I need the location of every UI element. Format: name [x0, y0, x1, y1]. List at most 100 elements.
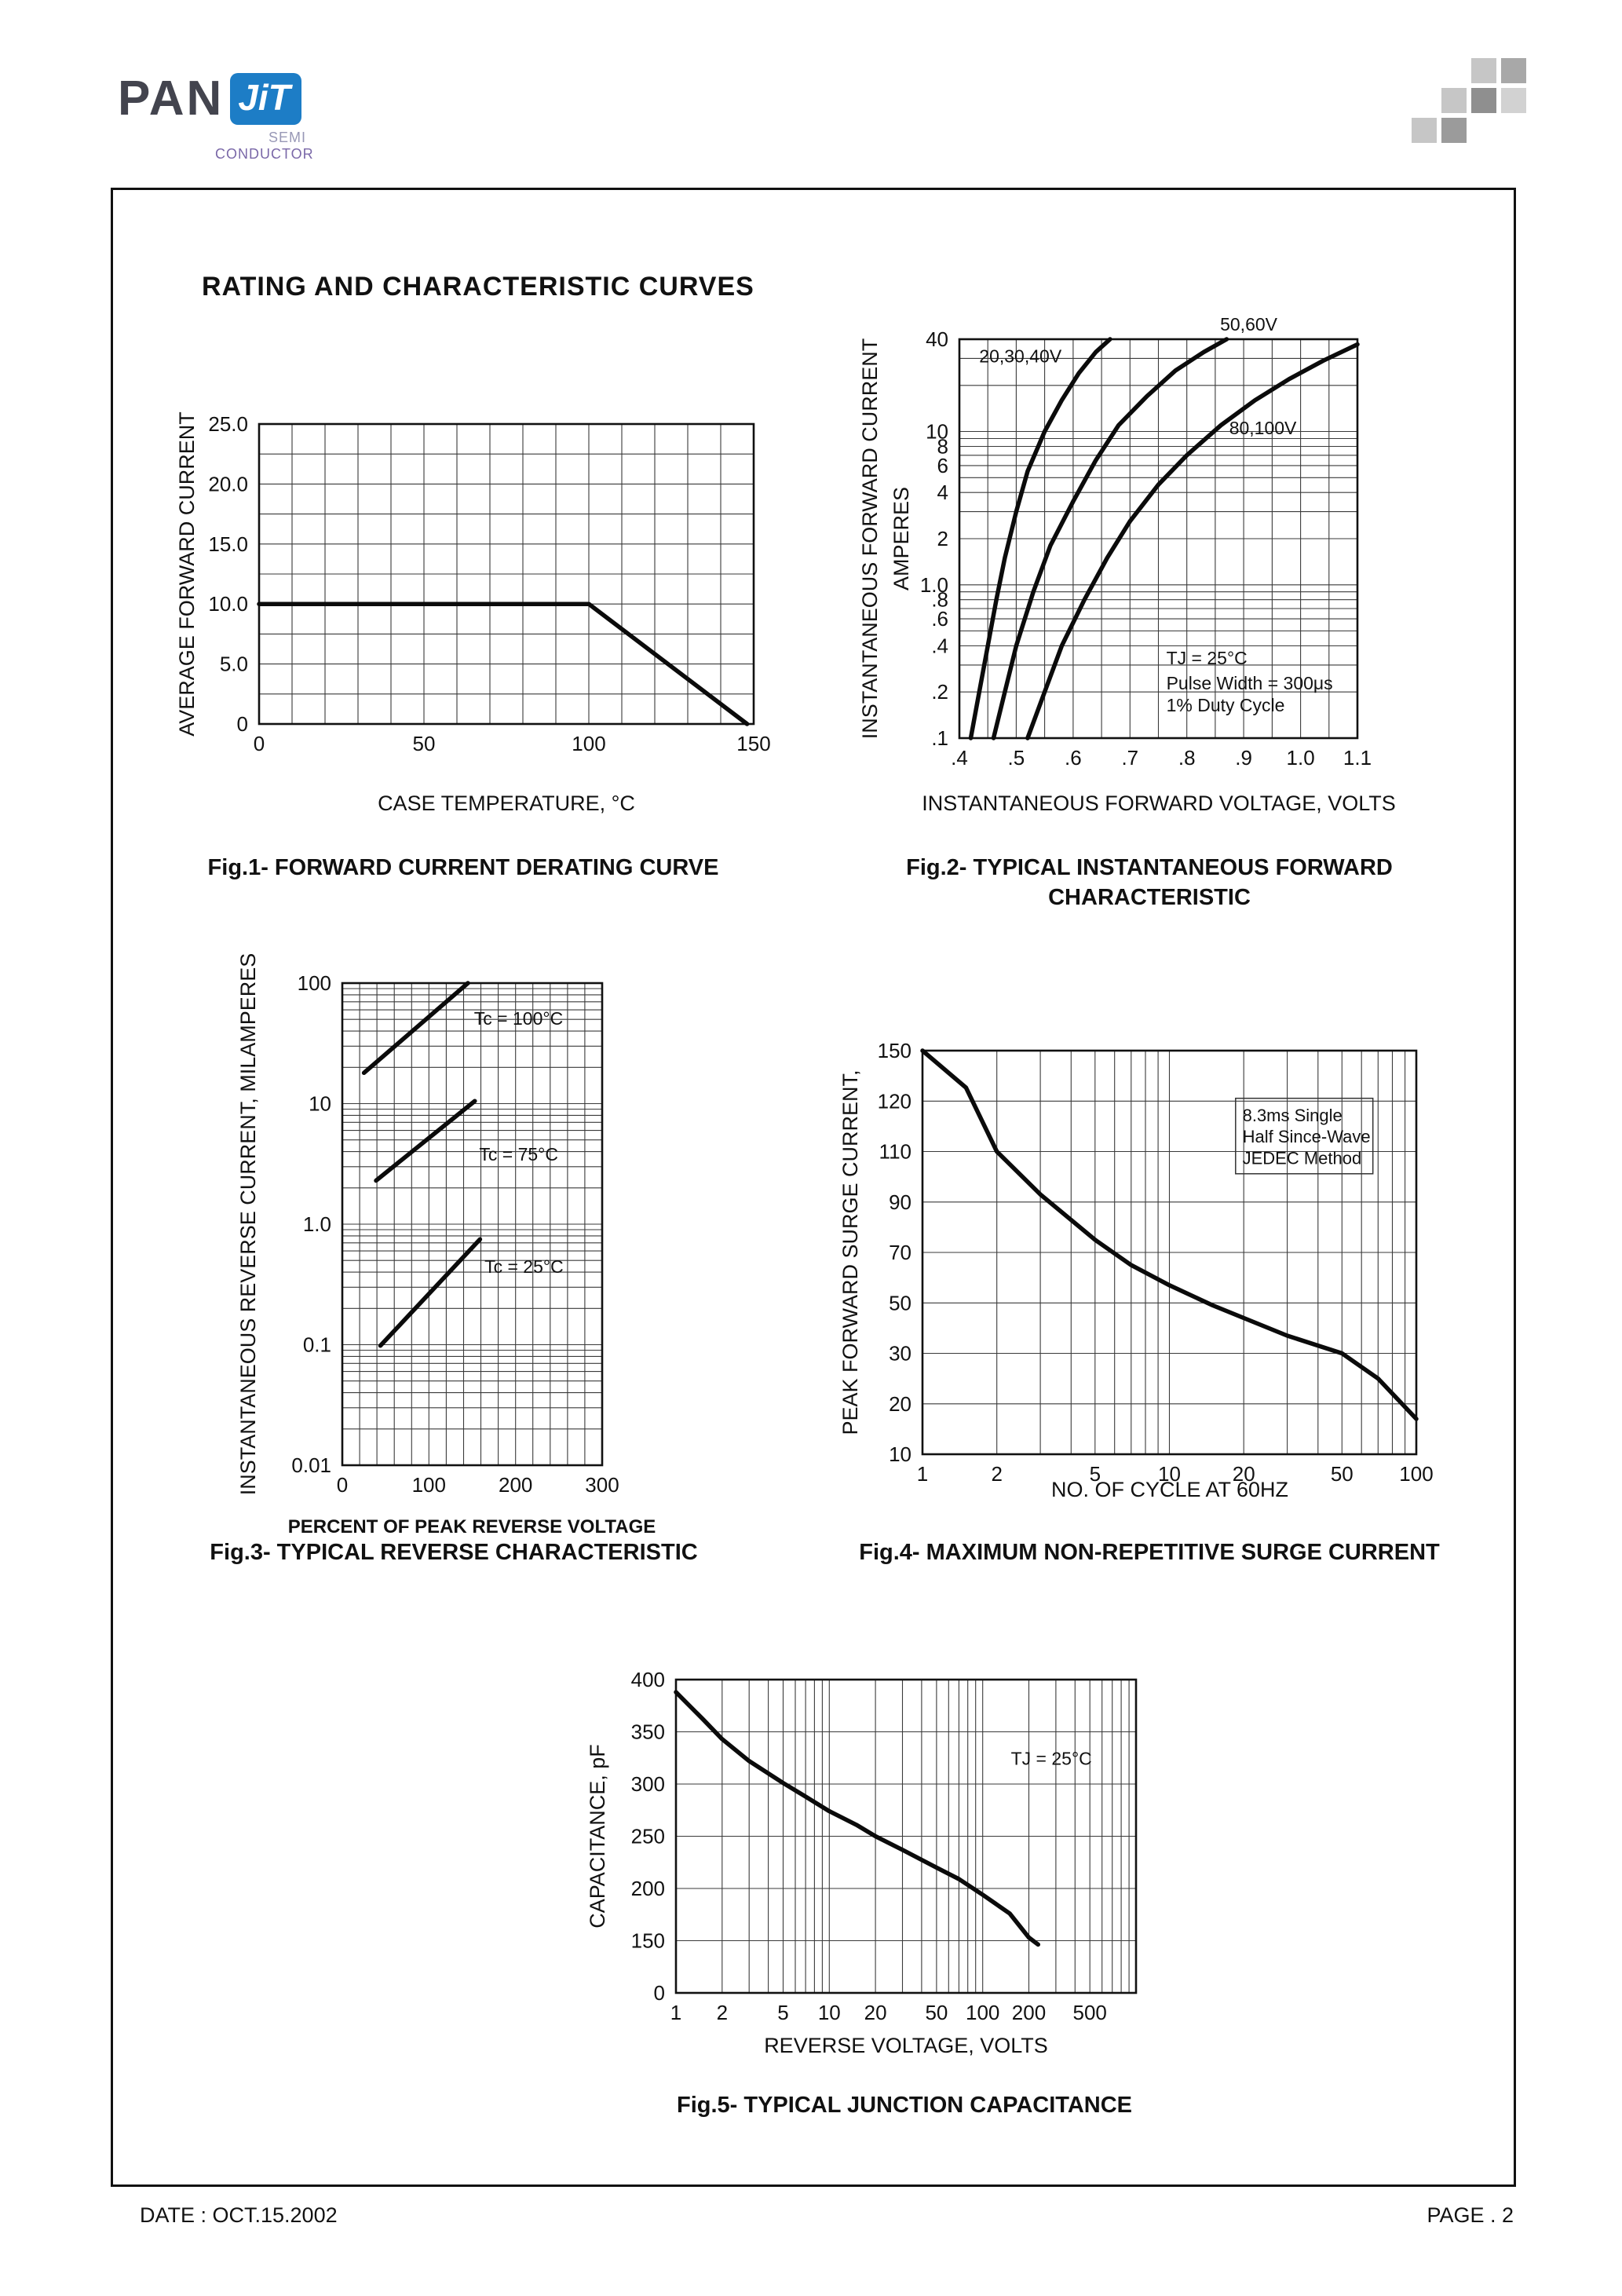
- fig4-plot-frame: [921, 1049, 1418, 1456]
- fig4-caption: Fig.4- MAXIMUM NON-REPETITIVE SURGE CURR…: [859, 1540, 1440, 1565]
- fig2-curve-80-100V: [1025, 342, 1360, 740]
- fig4-ytick-label: 10: [889, 1442, 911, 1466]
- fig2-xtick-label: .5: [1008, 746, 1025, 770]
- fig2-ytick-label: 4: [937, 481, 948, 504]
- fig2-ytick-label: 10: [926, 420, 948, 444]
- fig3-tc-100: [361, 981, 470, 1076]
- fig5-ytick-label: 400: [631, 1668, 665, 1691]
- fig2-xtick-label: .4: [951, 746, 968, 770]
- fig5-ytick-label: 0: [654, 1981, 665, 2005]
- fig1-ytick-label: 5.0: [220, 653, 248, 676]
- fig5-xtick-label: 500: [1073, 2001, 1107, 2024]
- fig1-ytick-label: 20.0: [208, 472, 248, 495]
- fig2-ytick-label: 8: [937, 435, 948, 459]
- fig3-ytick-label: 1.0: [303, 1212, 331, 1236]
- fig2-annotation: TJ = 25°C: [1167, 648, 1248, 668]
- fig4-xtick-label: 50: [1331, 1462, 1353, 1486]
- fig2-ytick-label: .8: [931, 588, 948, 612]
- fig4-ytick-label: 70: [889, 1241, 911, 1264]
- fig4-annotation: 8.3ms Single: [1243, 1106, 1343, 1125]
- fig1-ytick-label: 15.0: [208, 532, 248, 556]
- fig5-xtick-label: 200: [1012, 2001, 1046, 2024]
- fig2-curve-50-60V: [991, 337, 1229, 740]
- fig2-xtick-label: 1.0: [1287, 746, 1315, 770]
- fig5-ytitle: CAPACITANCE, pF: [586, 1744, 609, 1929]
- fig2-xtick-label: .7: [1121, 746, 1138, 770]
- logo-jit-badge: JiT: [230, 72, 301, 125]
- fig5-ytick-label: 350: [631, 1720, 665, 1744]
- fig5-caption: Fig.5- TYPICAL JUNCTION CAPACITANCE: [677, 2093, 1132, 2118]
- deco-square: [1501, 88, 1526, 113]
- logo-pan-text: PAN: [118, 71, 225, 126]
- deco-square: [1441, 118, 1467, 143]
- fig5-xtick-label: 5: [777, 2001, 788, 2024]
- fig4-annotation: Half Since-Wave: [1243, 1127, 1371, 1146]
- fig2-ytick-label: .6: [931, 607, 948, 631]
- fig1-xtick-label: 50: [413, 732, 436, 755]
- deco-square: [1441, 88, 1467, 113]
- page-title: RATING AND CHARACTERISTIC CURVES: [202, 272, 754, 302]
- fig2-xtitle: INSTANTANEOUS FORWARD VOLTAGE, VOLTS: [922, 792, 1396, 815]
- fig2-ytick-label: .2: [931, 680, 948, 704]
- fig4-ytick-label: 110: [879, 1140, 911, 1164]
- deco-square: [1471, 88, 1496, 113]
- fig4-chart: 1 2 5 10 20 50 100 150 120 110 90 70 50 30 20 10 8.3ms S…: [838, 1039, 1440, 1565]
- fig1-xtick-label: 100: [572, 732, 605, 755]
- fig2-ytitle: INSTANTANEOUS FORWARD CURRENT: [858, 338, 882, 740]
- fig5-ytick-label: 250: [631, 1825, 665, 1848]
- fig5-xtick-label: 10: [818, 2001, 841, 2024]
- fig1-caption: Fig.1- FORWARD CURRENT DERATING CURVE: [208, 855, 719, 880]
- fig4-xtick-label: 5: [1090, 1462, 1101, 1486]
- logo-row: PAN JiT: [118, 71, 314, 126]
- fig4-ytick-label: 50: [889, 1291, 911, 1314]
- fig3-annotation: Tc = 25°C: [484, 1256, 564, 1277]
- fig3-xtitle: PERCENT OF PEAK REVERSE VOLTAGE: [288, 1516, 656, 1537]
- footer-page-number: PAGE . 2: [1427, 2203, 1514, 2227]
- fig1-ytitle: AVERAGE FORWARD CURRENT: [175, 411, 199, 737]
- fig3-caption: Fig.3- TYPICAL REVERSE CHARACTERISTIC: [210, 1540, 697, 1565]
- fig5-capacitance-curve: [674, 1690, 1041, 1947]
- fig1-xtick-label: 0: [254, 732, 265, 755]
- fig1-xtitle: CASE TEMPERATURE, °C: [378, 792, 635, 815]
- fig4-xtitle: NO. OF CYCLE AT 60HZ: [1051, 1478, 1288, 1501]
- fig5-plot-frame: [674, 1678, 1138, 1994]
- fig3-ytick-label: 0.01: [291, 1453, 331, 1477]
- fig4-ytick-label: 90: [889, 1190, 911, 1214]
- fig5-xtitle: REVERSE VOLTAGE, VOLTS: [764, 2034, 1048, 2057]
- fig3-xtick-label: 100: [412, 1473, 446, 1497]
- deco-square: [1412, 118, 1437, 143]
- fig4-ytick-label: 150: [878, 1039, 911, 1062]
- fig2-ytitle: AMPERES: [890, 487, 913, 590]
- fig4-ytitle: PEAK FORWARD SURGE CURRENT,: [838, 1069, 862, 1435]
- fig4-surge-curve: [920, 1048, 1419, 1421]
- fig3-annotation: Tc = 100°C: [474, 1008, 563, 1029]
- fig5-xtick-label: 1: [670, 2001, 681, 2024]
- fig3-ytick-label: 100: [298, 971, 331, 995]
- fig5-annotation: TJ = 25°C: [1011, 1749, 1092, 1769]
- fig3-xtick-label: 300: [585, 1473, 619, 1497]
- fig5-ytick-label: 150: [631, 1929, 665, 1953]
- fig4-xtick-label: 100: [1399, 1462, 1433, 1486]
- fig2-annotation: 1% Duty Cycle: [1167, 695, 1285, 715]
- fig2-ytick-label: 2: [937, 527, 948, 550]
- fig5-ytick-label: 200: [631, 1877, 665, 1900]
- fig2-plot-frame: [958, 338, 1359, 740]
- fig2-xtick-label: .6: [1065, 746, 1082, 770]
- fig2-annotation: Pulse Width = 300μs: [1167, 673, 1333, 693]
- fig3-plot-frame: [341, 982, 604, 1467]
- fig2-annotation: 80,100V: [1229, 418, 1297, 438]
- fig3-ytitle: INSTANTANEOUS REVERSE CURRENT, MILAMPERE…: [236, 953, 260, 1496]
- fig2-chart: .4.5.6.7.8.9 1.0 1.1401086421.0.8.6.4.2.12…: [858, 314, 1396, 910]
- fig1-ytick-label: 10.0: [208, 592, 248, 616]
- logo-semi-text: SEMI: [269, 130, 307, 145]
- fig5-xtick-label: 2: [717, 2001, 728, 2024]
- fig5-xtick-label: 20: [864, 2001, 887, 2024]
- fig2-curve-20-30-40V: [968, 337, 1112, 740]
- fig4-annotation: JEDEC Method: [1243, 1148, 1362, 1168]
- fig1-derating-curve: [257, 601, 750, 726]
- fig4-xtick-label: 10: [1158, 1462, 1181, 1486]
- fig2-caption: CHARACTERISTIC: [1048, 885, 1251, 910]
- fig2-xtick-label: .8: [1178, 746, 1196, 770]
